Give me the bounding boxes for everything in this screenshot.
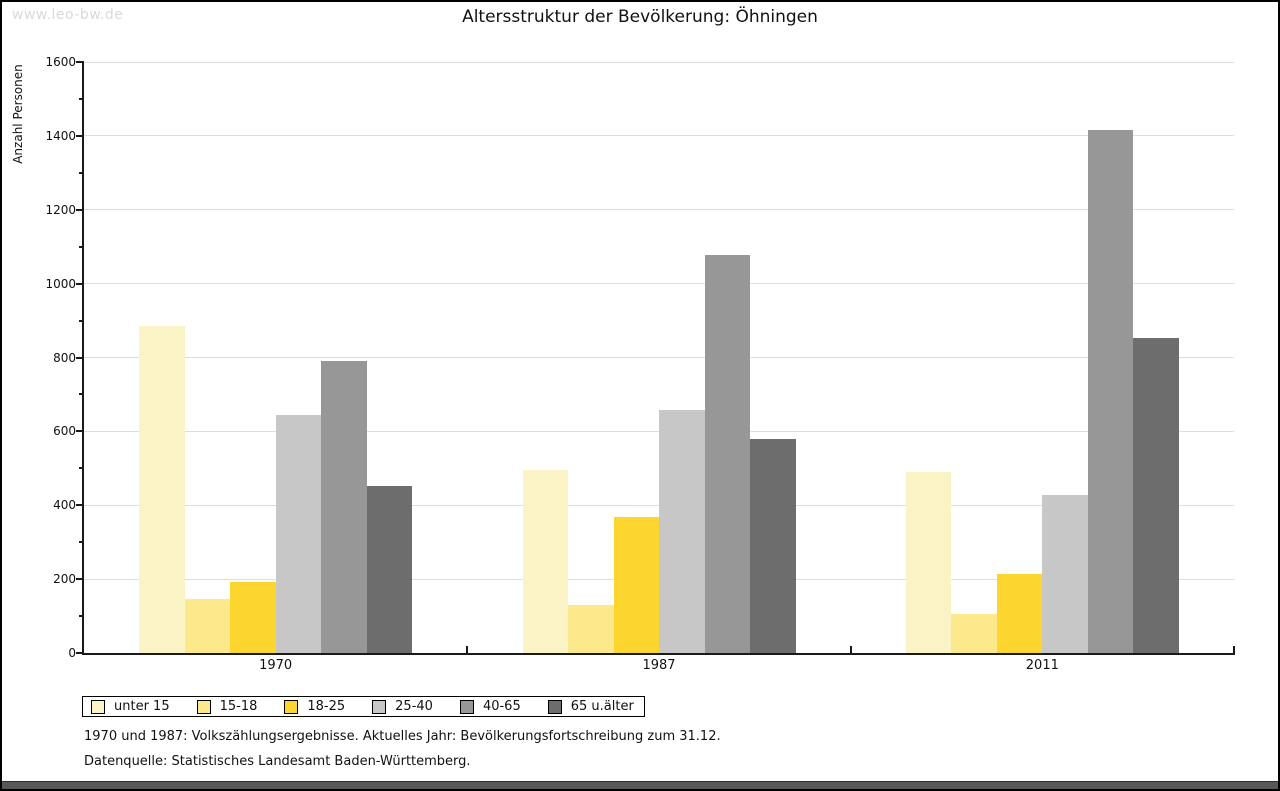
legend-swatch <box>284 699 299 714</box>
footnote-line-1: 1970 und 1987: Volkszählungsergebnisse. … <box>84 729 721 744</box>
y-tick-label: 1600 <box>45 55 76 69</box>
legend-label: 25-40 <box>395 699 433 714</box>
legend-label: 15-18 <box>219 699 258 714</box>
category-boundary-tick <box>466 646 469 653</box>
legend-swatch <box>196 699 211 714</box>
legend-item: 25-40 <box>372 699 433 714</box>
bar-2011-25-40 <box>1042 494 1088 653</box>
legend: unter 15 15-18 18-25 25-40 40-65 65 u.älter <box>82 696 645 717</box>
bar-2011-unter-15 <box>905 472 952 653</box>
bar-1970-15-18 <box>184 598 231 653</box>
y-major-tick <box>76 208 84 211</box>
gridline <box>84 283 1234 285</box>
legend-swatch <box>91 699 105 714</box>
y-tick-label: 1000 <box>45 276 76 291</box>
legend-label: 40-65 <box>482 699 521 714</box>
bar-1970-25-40 <box>275 415 322 653</box>
y-minor-tick <box>79 171 84 174</box>
y-tick-label: 400 <box>53 498 76 513</box>
legend-item: 18-25 <box>284 699 345 714</box>
category-boundary-tick <box>1233 646 1235 653</box>
legend-swatch <box>459 699 474 714</box>
y-major-tick <box>76 356 84 359</box>
legend-label: 65 u.älter <box>570 699 634 714</box>
bar-1970-18-25 <box>230 581 276 653</box>
y-axis-title: Anzahl Personen <box>11 64 25 164</box>
bar-2011-18-25 <box>996 573 1043 653</box>
y-tick-label: 0 <box>68 646 76 660</box>
category-boundary-tick <box>849 646 852 653</box>
bar-1987-40-65 <box>704 254 750 653</box>
plot-area <box>84 61 1235 653</box>
y-minor-tick <box>79 393 84 396</box>
y-minor-tick <box>79 467 84 470</box>
page-title: Altersstruktur der Bevölkerung: Öhningen <box>462 7 818 27</box>
bar-1970-40-65 <box>321 361 367 653</box>
y-axis-line <box>82 61 84 655</box>
bar-1970-65-u.älter <box>366 486 413 653</box>
y-tick-label: 600 <box>53 424 76 439</box>
x-tick-label: 1987 <box>642 658 676 673</box>
y-minor-tick <box>79 245 84 248</box>
legend-label: 18-25 <box>307 699 346 714</box>
legend-item: 40-65 <box>459 699 521 714</box>
y-tick-label: 1400 <box>45 128 76 143</box>
bar-1987-15-18 <box>568 604 614 653</box>
legend-item: 65 u.älter <box>547 699 634 714</box>
gridline <box>84 357 1234 358</box>
footnote-line-2: Datenquelle: Statistisches Landesamt Bad… <box>84 754 471 769</box>
bar-1987-65-u.älter <box>750 438 796 653</box>
y-minor-tick <box>79 541 84 544</box>
bar-2011-65-u.älter <box>1133 337 1179 653</box>
y-minor-tick <box>79 319 84 322</box>
y-minor-tick <box>79 97 84 100</box>
y-major-tick <box>76 134 84 137</box>
gridline <box>84 61 1234 63</box>
y-major-tick <box>76 282 84 285</box>
gridline <box>84 209 1234 211</box>
bar-1987-18-25 <box>613 517 659 653</box>
window-bottom-edge <box>2 781 1278 789</box>
legend-item: unter 15 <box>91 699 170 714</box>
y-major-tick <box>76 504 84 507</box>
x-tick-label: 2011 <box>1025 658 1059 673</box>
y-minor-tick <box>79 615 84 618</box>
x-tick-label: 1970 <box>259 658 293 673</box>
bar-2011-15-18 <box>951 614 997 653</box>
bar-1987-unter-15 <box>522 469 568 653</box>
x-axis-line <box>82 653 1235 655</box>
y-major-tick <box>76 652 84 654</box>
legend-item: 15-18 <box>196 699 258 714</box>
y-major-tick <box>76 430 84 433</box>
y-major-tick <box>76 61 84 63</box>
bar-1987-25-40 <box>659 410 705 653</box>
y-major-tick <box>76 578 84 581</box>
y-tick-label: 1200 <box>45 202 76 217</box>
watermark: www.leo-bw.de <box>12 7 124 23</box>
gridline <box>84 135 1234 137</box>
legend-swatch <box>372 699 387 714</box>
y-tick-label: 800 <box>53 350 76 365</box>
legend-swatch <box>547 699 562 714</box>
legend-label: unter 15 <box>114 699 170 714</box>
bar-1970-unter-15 <box>139 325 185 653</box>
y-tick-label: 200 <box>53 572 76 587</box>
bar-2011-40-65 <box>1087 129 1134 653</box>
